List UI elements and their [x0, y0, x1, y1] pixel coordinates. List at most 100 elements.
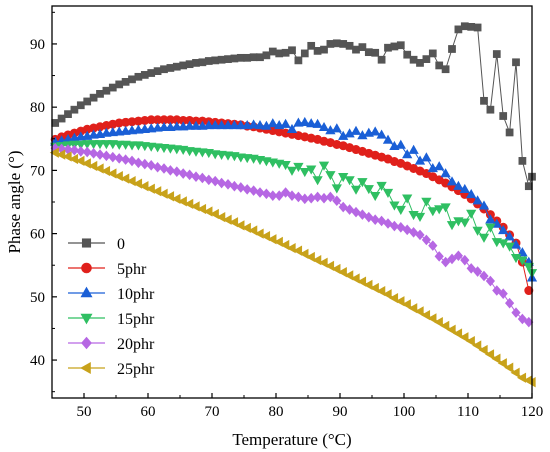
data-point	[504, 362, 514, 373]
data-point	[401, 299, 411, 310]
y-tick-label: 90	[30, 37, 45, 53]
data-point	[345, 41, 354, 50]
y-tick-label: 70	[30, 163, 45, 179]
data-point	[248, 225, 258, 236]
data-point	[57, 114, 66, 123]
data-point	[75, 140, 86, 150]
data-point	[395, 205, 406, 216]
data-point	[459, 332, 469, 343]
legend-label: 0	[117, 236, 125, 253]
data-point	[165, 165, 175, 176]
data-point	[261, 120, 272, 130]
data-point	[388, 292, 399, 304]
data-point	[210, 175, 220, 187]
data-point	[101, 140, 112, 150]
legend-label: 25phr	[117, 361, 155, 378]
data-point	[504, 231, 515, 241]
data-point	[517, 247, 528, 257]
data-point	[235, 220, 245, 231]
data-point	[453, 180, 464, 190]
x-tick-label: 60	[141, 404, 156, 420]
data-point	[377, 55, 386, 64]
data-point	[192, 59, 200, 67]
data-point	[371, 48, 380, 57]
data-point	[350, 185, 362, 195]
data-point	[211, 56, 220, 65]
data-point	[339, 40, 348, 48]
data-point	[287, 190, 297, 201]
data-point	[356, 276, 367, 287]
data-point	[217, 55, 226, 64]
data-point	[121, 78, 130, 86]
data-point	[83, 97, 92, 106]
data-point	[160, 65, 168, 74]
data-point	[145, 183, 155, 194]
data-point	[517, 256, 528, 266]
data-point	[184, 198, 194, 210]
data-point	[210, 120, 221, 130]
data-point	[466, 263, 476, 274]
data-point	[68, 153, 79, 165]
data-point	[249, 185, 259, 196]
data-point	[95, 149, 105, 160]
data-point	[293, 191, 303, 203]
data-point	[433, 316, 443, 328]
data-point	[114, 140, 125, 150]
data-point	[274, 190, 284, 201]
data-point	[428, 49, 437, 58]
data-point	[313, 47, 322, 55]
data-point	[318, 257, 328, 268]
data-point	[384, 43, 392, 52]
data-point	[402, 194, 413, 204]
data-point	[409, 55, 418, 64]
data-point	[267, 234, 277, 245]
data-point	[306, 165, 317, 175]
data-point	[441, 256, 451, 268]
data-point	[280, 239, 290, 251]
data-point	[140, 71, 149, 79]
data-point	[256, 53, 264, 62]
data-point	[370, 192, 381, 202]
data-point	[485, 275, 495, 287]
data-point	[126, 141, 138, 151]
data-point	[179, 61, 188, 70]
legend-item: 15phr	[68, 311, 155, 328]
data-point	[94, 140, 106, 150]
data-point	[153, 67, 162, 75]
data-point	[280, 161, 291, 171]
data-point	[242, 184, 252, 195]
data-point	[414, 306, 424, 317]
data-point	[69, 144, 79, 156]
y-tick-label: 40	[30, 353, 45, 369]
data-point	[171, 193, 181, 204]
legend-marker	[80, 313, 93, 325]
data-point	[248, 119, 259, 129]
data-point	[408, 144, 419, 154]
data-point	[499, 112, 508, 120]
data-point	[114, 153, 124, 164]
data-point	[254, 228, 264, 239]
data-point	[376, 286, 386, 297]
data-point	[420, 310, 431, 321]
data-point	[434, 205, 445, 215]
data-point	[249, 53, 258, 62]
data-point	[88, 160, 98, 172]
legend-item: 25phr	[68, 361, 155, 378]
series-0	[51, 22, 536, 191]
data-point	[448, 45, 456, 53]
x-tick-label: 80	[269, 404, 284, 420]
data-point	[523, 262, 534, 272]
data-point	[446, 176, 458, 186]
data-point	[460, 22, 469, 31]
data-point	[472, 226, 483, 236]
data-point	[472, 340, 482, 351]
data-point	[421, 197, 432, 207]
data-point	[268, 47, 277, 56]
data-point	[236, 182, 246, 193]
data-point	[229, 120, 240, 130]
data-point	[307, 41, 316, 50]
data-point	[51, 119, 60, 127]
data-point	[108, 151, 118, 163]
data-point	[127, 155, 137, 167]
